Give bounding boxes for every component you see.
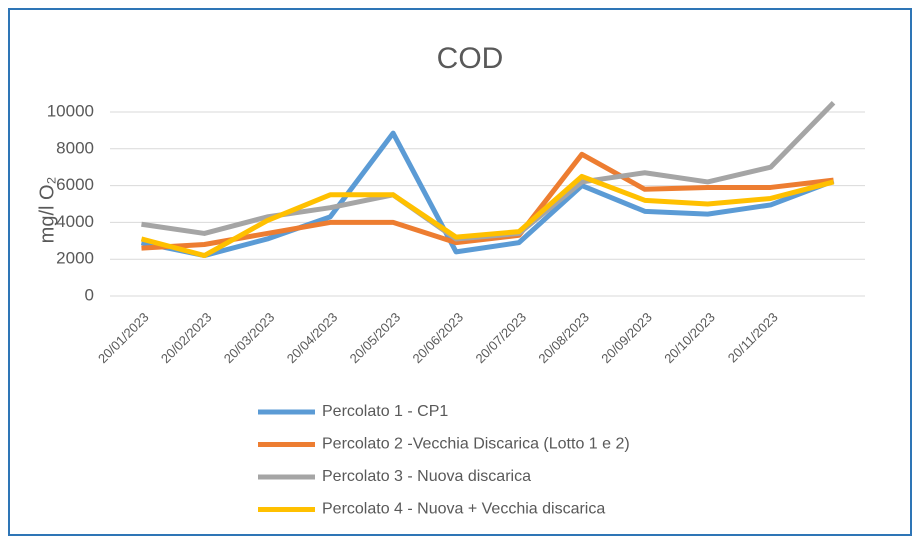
- y-tick-label: 8000: [56, 138, 94, 157]
- legend-label: Percolato 3 - Nuova discarica: [322, 468, 531, 485]
- series-line: [141, 151, 834, 251]
- y-axis-label: mg/l O₂: [36, 177, 58, 244]
- series-line: [140, 130, 835, 259]
- chart-frame: [8, 8, 912, 536]
- y-tick-label: 4000: [56, 212, 94, 231]
- legend-label: Percolato 2 -Vecchia Discarica (Lotto 1 …: [322, 436, 630, 453]
- legend-label: Percolato 1 - CP1: [322, 403, 448, 420]
- y-tick-label: 6000: [56, 175, 94, 194]
- chart-title: COD: [437, 42, 504, 75]
- y-tick-label: 10000: [47, 101, 94, 120]
- legend-label: Percolato 4 - Nuova + Vecchia discarica: [322, 501, 605, 518]
- y-tick-label: 0: [85, 285, 94, 304]
- y-tick-label: 2000: [56, 249, 94, 268]
- series-line: [140, 173, 835, 259]
